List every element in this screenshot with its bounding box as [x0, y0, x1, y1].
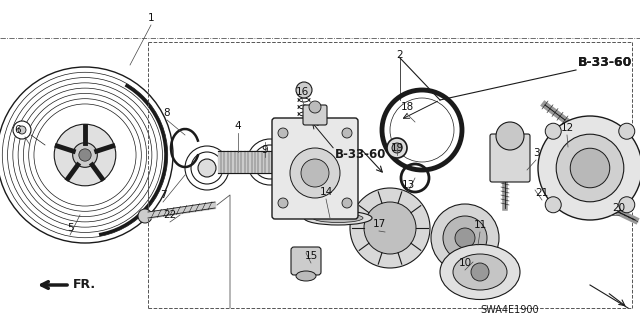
- Circle shape: [13, 121, 31, 139]
- Polygon shape: [275, 151, 295, 173]
- Circle shape: [471, 263, 489, 281]
- Text: 16: 16: [296, 87, 308, 97]
- Circle shape: [278, 128, 288, 138]
- Text: 7: 7: [160, 190, 166, 200]
- Circle shape: [54, 124, 116, 186]
- Circle shape: [496, 122, 524, 150]
- Text: SWA4E1900: SWA4E1900: [481, 305, 540, 315]
- Text: 20: 20: [612, 203, 625, 213]
- Circle shape: [545, 197, 561, 213]
- FancyBboxPatch shape: [490, 134, 530, 182]
- Circle shape: [260, 152, 280, 172]
- Text: B-33-60: B-33-60: [578, 56, 632, 69]
- Circle shape: [431, 204, 499, 272]
- Text: 8: 8: [164, 108, 170, 118]
- Circle shape: [570, 148, 610, 188]
- Ellipse shape: [313, 213, 363, 222]
- Circle shape: [296, 82, 312, 98]
- Circle shape: [301, 159, 329, 187]
- Circle shape: [619, 197, 635, 213]
- Text: 18: 18: [401, 102, 413, 112]
- Text: 5: 5: [67, 223, 74, 233]
- Text: 21: 21: [536, 188, 548, 198]
- FancyBboxPatch shape: [303, 105, 327, 125]
- Ellipse shape: [304, 211, 372, 225]
- Circle shape: [138, 209, 152, 223]
- Circle shape: [198, 159, 216, 177]
- Ellipse shape: [453, 254, 507, 290]
- Text: B-33-60: B-33-60: [578, 56, 632, 69]
- Text: 11: 11: [474, 220, 486, 230]
- Circle shape: [538, 116, 640, 220]
- Circle shape: [364, 202, 416, 254]
- Circle shape: [73, 143, 97, 167]
- Circle shape: [619, 123, 635, 139]
- Text: 3: 3: [532, 148, 540, 158]
- Circle shape: [18, 126, 26, 134]
- Circle shape: [455, 228, 475, 248]
- Text: 19: 19: [390, 143, 404, 153]
- Text: B-33-60: B-33-60: [335, 149, 387, 161]
- Circle shape: [290, 148, 340, 198]
- Text: 17: 17: [372, 219, 386, 229]
- Circle shape: [350, 188, 430, 268]
- Circle shape: [309, 101, 321, 113]
- Text: 6: 6: [15, 125, 21, 135]
- Text: 22: 22: [163, 210, 177, 220]
- Text: 15: 15: [305, 251, 317, 261]
- Ellipse shape: [440, 244, 520, 300]
- Circle shape: [443, 216, 487, 260]
- Circle shape: [545, 123, 561, 139]
- Ellipse shape: [296, 271, 316, 281]
- Text: FR.: FR.: [73, 278, 96, 292]
- Text: 13: 13: [401, 180, 415, 190]
- Text: 1: 1: [148, 13, 154, 23]
- Circle shape: [556, 134, 624, 202]
- FancyBboxPatch shape: [291, 247, 321, 275]
- Text: 2: 2: [397, 50, 403, 60]
- Text: 14: 14: [319, 187, 333, 197]
- Circle shape: [342, 128, 352, 138]
- Circle shape: [342, 198, 352, 208]
- Text: 12: 12: [561, 123, 573, 133]
- Text: 4: 4: [235, 121, 241, 131]
- Circle shape: [387, 138, 407, 158]
- Circle shape: [392, 143, 402, 153]
- Circle shape: [278, 198, 288, 208]
- Text: 10: 10: [458, 258, 472, 268]
- Text: 9: 9: [262, 145, 268, 155]
- Circle shape: [79, 149, 91, 161]
- FancyBboxPatch shape: [272, 118, 358, 219]
